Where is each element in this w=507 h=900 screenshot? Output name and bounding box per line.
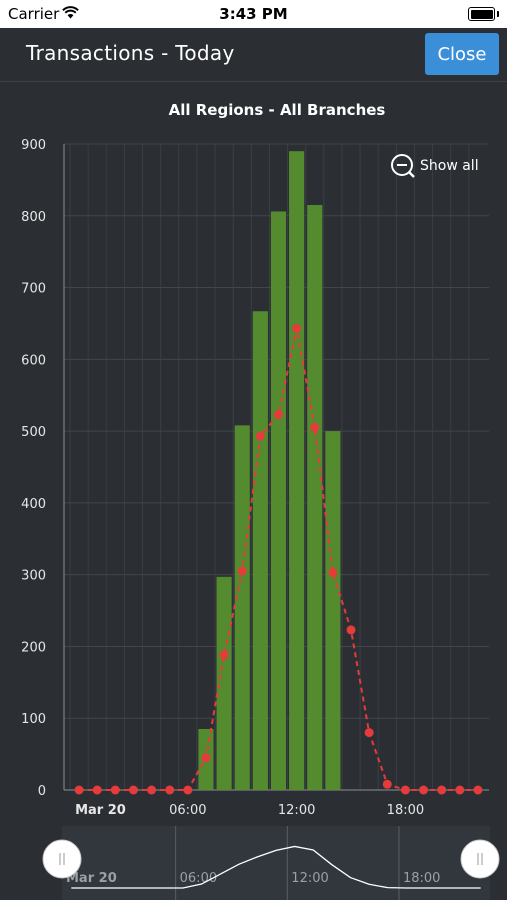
trend-point — [74, 785, 84, 795]
trend-line — [79, 328, 478, 791]
zoom-out-icon-handle — [408, 171, 415, 178]
trend-point — [364, 728, 374, 738]
y-tick-label: 100 — [21, 712, 46, 727]
bar — [289, 151, 305, 790]
carrier-label: Carrier — [8, 5, 60, 23]
y-tick-label: 200 — [21, 640, 46, 655]
trend-point — [183, 785, 193, 795]
navigator-label: 06:00 — [180, 871, 217, 886]
navigator-handle-left[interactable] — [42, 839, 82, 879]
bar — [234, 425, 250, 790]
y-tick-label: 900 — [21, 138, 46, 153]
trend-point — [310, 423, 320, 433]
handle-knob[interactable] — [42, 839, 82, 879]
bar — [307, 205, 323, 790]
navigator-handle-right[interactable] — [460, 839, 500, 879]
y-tick-label: 700 — [21, 282, 46, 297]
trend-point — [382, 779, 392, 789]
x-tick-label: 06:00 — [169, 803, 206, 818]
trend-point — [201, 753, 211, 763]
trend-point — [328, 568, 338, 578]
header: Transactions - Today Close — [0, 28, 507, 82]
trend-point — [219, 650, 229, 660]
trend-point — [292, 323, 302, 333]
trend-point — [147, 785, 157, 795]
y-tick-label: 800 — [21, 210, 46, 225]
trend-point — [110, 785, 120, 795]
y-tick-label: 300 — [21, 569, 46, 584]
trend-point — [128, 785, 138, 795]
status-bar: Carrier 3:43 PM — [0, 0, 507, 28]
bar — [216, 576, 232, 790]
y-tick-label: 500 — [21, 425, 46, 440]
navigator-label: 12:00 — [291, 871, 328, 886]
trend-point — [473, 785, 483, 795]
bar — [325, 431, 341, 790]
x-tick-label: 12:00 — [278, 803, 315, 818]
bar — [252, 311, 268, 790]
x-tick-label: 18:00 — [387, 803, 424, 818]
trend-point — [255, 431, 265, 441]
navigator-series — [71, 845, 481, 889]
x-tick-label: Mar 20 — [75, 803, 126, 818]
y-tick-label: 0 — [38, 784, 46, 799]
trend-point — [274, 410, 283, 420]
navigator-background — [62, 826, 490, 900]
show-all-button[interactable]: Show all — [391, 154, 479, 178]
zoom-out-icon[interactable] — [391, 154, 413, 176]
trend-point — [455, 785, 465, 795]
wifi-icon — [62, 6, 79, 19]
battery-icon — [468, 7, 499, 21]
clock: 3:43 PM — [219, 5, 288, 23]
trend-point — [165, 785, 175, 795]
trend-point — [437, 785, 447, 795]
range-navigator[interactable]: Mar 20 06:00 12:00 18:00 — [0, 826, 507, 900]
trend-point — [237, 566, 247, 576]
navigator-label: 18:00 — [403, 871, 440, 886]
page-title: Transactions - Today — [26, 41, 235, 65]
trend-point — [92, 785, 102, 795]
y-tick-label: 600 — [21, 353, 46, 368]
show-all-label[interactable]: Show all — [420, 158, 479, 174]
navigator-label: Mar 20 — [66, 871, 117, 886]
close-button[interactable]: Close — [425, 33, 499, 75]
trend-point — [419, 785, 429, 795]
transactions-chart: All Regions - All Branches 0 100 200 300 400 5… — [21, 101, 489, 818]
y-tick-label: 400 — [21, 497, 46, 512]
trend-point — [400, 785, 410, 795]
handle-knob[interactable] — [460, 839, 500, 879]
bar — [270, 211, 287, 790]
trend-point — [346, 625, 356, 635]
chart-title: All Regions - All Branches — [169, 101, 386, 119]
